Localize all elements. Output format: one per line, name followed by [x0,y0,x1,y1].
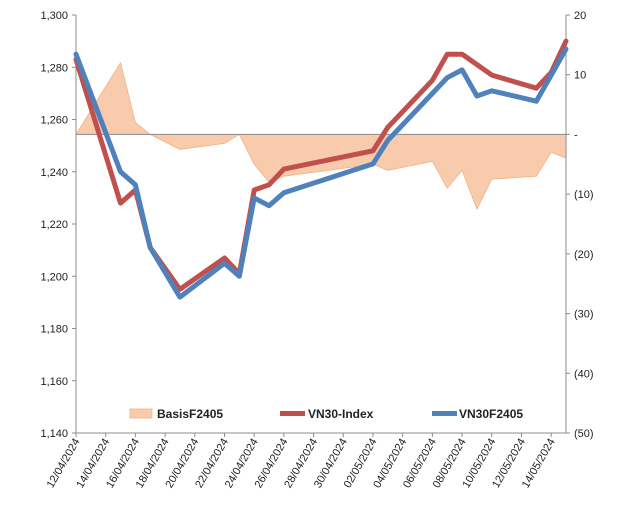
right-axis-tick-label: (10) [574,189,594,201]
left-axis-tick-label: 1,220 [40,219,68,231]
legend-label-vn30-index: VN30-Index [308,407,374,421]
left-axis-tick-label: 1,260 [40,115,68,127]
legend-label-vn30f2405: VN30F2405 [459,407,523,421]
left-axis-tick-label: 1,140 [40,428,68,440]
right-axis-tick-label: (50) [574,428,594,440]
legend: BasisF2405 VN30-Index VN30F2405 [129,407,523,421]
legend-label-basis: BasisF2405 [157,407,223,421]
legend-swatch-basis [129,408,153,419]
left-axis-tick-label: 1,200 [40,271,68,283]
lines-layer [73,38,569,300]
right-axis-tick-label: (20) [574,249,594,261]
axes-layer [72,14,570,437]
left-axis-tick-label: 1,160 [40,376,68,388]
right-axis-tick-label: 20 [574,10,586,22]
left-axis-tick-label: 1,280 [40,62,68,74]
area-layer [75,61,567,211]
right-axis-tick-label: (30) [574,309,594,321]
right-axis-tick-label: (40) [574,368,594,380]
right-axis-tick-label: 10 [574,70,586,82]
left-axis-tick-label: 1,300 [40,10,68,22]
left-axis-tick-label: 1,240 [40,167,68,179]
area-series-basis [75,61,567,211]
right-axis-tick-label: - [574,129,578,141]
line-series-vn30f2405 [73,46,569,300]
left-axis-tick-label: 1,180 [40,324,68,336]
